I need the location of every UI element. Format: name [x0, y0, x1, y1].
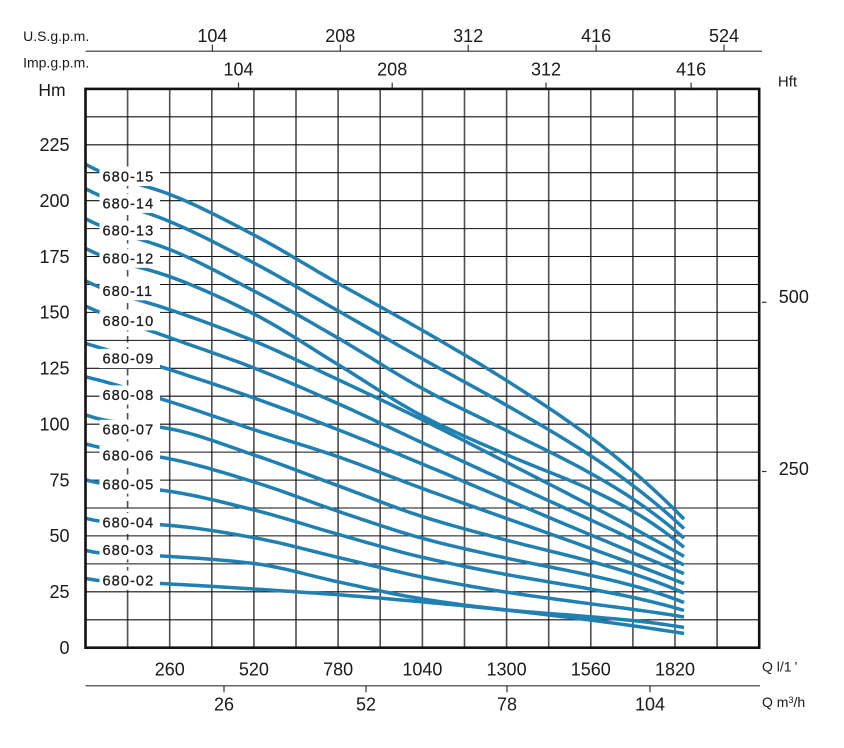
svg-text:50: 50	[49, 526, 69, 546]
svg-text:1560: 1560	[571, 659, 611, 679]
svg-text:175: 175	[39, 247, 69, 267]
svg-text:Imp.g.p.m.: Imp.g.p.m.	[23, 54, 89, 70]
svg-text:25: 25	[49, 582, 69, 602]
svg-text:125: 125	[39, 359, 69, 379]
svg-text:500: 500	[779, 287, 809, 307]
svg-text:520: 520	[239, 659, 269, 679]
svg-text:1820: 1820	[655, 659, 695, 679]
svg-text:680-14: 680-14	[103, 197, 155, 213]
svg-text:680-15: 680-15	[103, 170, 155, 186]
svg-text:524: 524	[709, 26, 739, 46]
svg-text:150: 150	[39, 303, 69, 323]
svg-text:680-08: 680-08	[103, 388, 155, 404]
svg-text:200: 200	[39, 191, 69, 211]
svg-text:Q m3/h: Q m3/h	[762, 694, 805, 710]
svg-text:680-10: 680-10	[103, 314, 155, 330]
svg-text:208: 208	[377, 59, 407, 79]
svg-text:104: 104	[635, 695, 665, 715]
svg-text:104: 104	[223, 59, 253, 79]
svg-text:52: 52	[356, 695, 376, 715]
svg-text:680-09: 680-09	[103, 352, 155, 368]
svg-text:416: 416	[581, 26, 611, 46]
svg-text:680-13: 680-13	[103, 224, 155, 240]
svg-text:225: 225	[39, 135, 69, 155]
svg-text:260: 260	[155, 659, 185, 679]
svg-text:312: 312	[453, 26, 483, 46]
svg-text:780: 780	[323, 659, 353, 679]
svg-text:416: 416	[676, 59, 706, 79]
svg-text:250: 250	[779, 459, 809, 479]
svg-text:1300: 1300	[487, 659, 527, 679]
svg-text:680-11: 680-11	[103, 284, 154, 300]
svg-text:680-03: 680-03	[103, 543, 155, 559]
svg-text:U.S.g.p.m.: U.S.g.p.m.	[23, 28, 89, 44]
svg-text:208: 208	[325, 26, 355, 46]
svg-text:75: 75	[49, 470, 69, 490]
svg-text:680-06: 680-06	[103, 449, 155, 465]
svg-text:26: 26	[214, 695, 234, 715]
svg-text:680-02: 680-02	[103, 573, 155, 589]
svg-text:104: 104	[197, 26, 227, 46]
svg-text:680-12: 680-12	[103, 251, 155, 267]
svg-text:Q l/1 ’: Q l/1 ’	[762, 659, 797, 675]
svg-text:Hft: Hft	[778, 74, 798, 91]
svg-text:680-04: 680-04	[103, 516, 155, 532]
svg-text:1040: 1040	[402, 659, 442, 679]
svg-text:100: 100	[39, 414, 69, 434]
svg-text:0: 0	[59, 638, 69, 658]
svg-text:78: 78	[497, 695, 517, 715]
svg-text:680-05: 680-05	[103, 477, 155, 493]
svg-text:Hm: Hm	[38, 80, 65, 100]
svg-text:680-07: 680-07	[103, 423, 155, 439]
svg-text:312: 312	[531, 59, 561, 79]
